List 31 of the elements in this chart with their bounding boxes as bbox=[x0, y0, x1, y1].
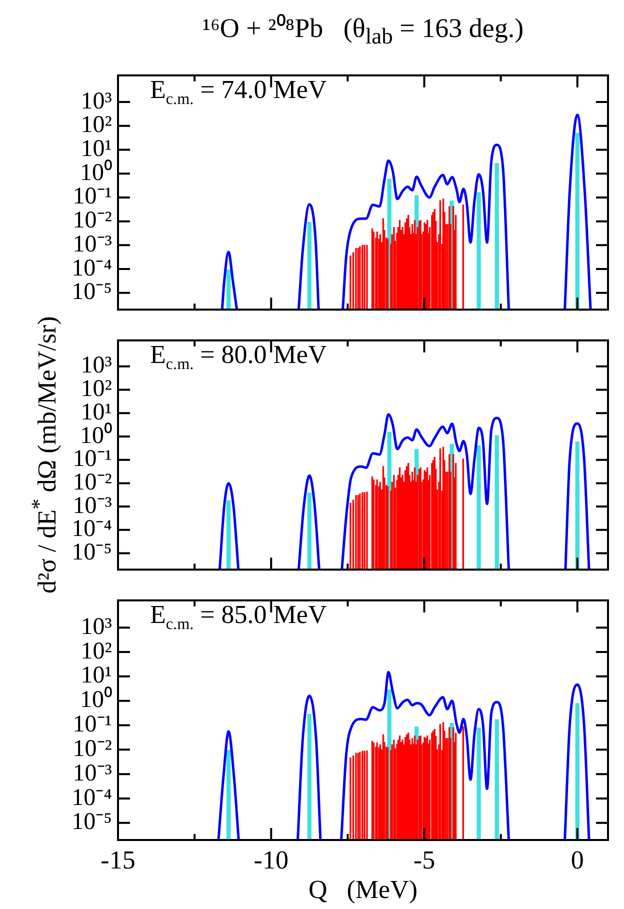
y-tick-label: 10³ bbox=[80, 88, 112, 114]
chart-title: ¹⁶O + ²⁰⁸Pb (θ$_{lab}$ = 163 deg.) bbox=[201, 12, 525, 50]
y-tick-label: 10⁻² bbox=[72, 208, 112, 234]
x-tick-label: -10 bbox=[254, 845, 288, 874]
y-tick-label: 10⁻⁵ bbox=[72, 540, 112, 566]
y-tick-label: 10⁻² bbox=[72, 736, 112, 762]
y-tick-label: 10⁻⁵ bbox=[72, 809, 112, 836]
y-tick-label: 10² bbox=[80, 376, 112, 402]
x-tick-label: -15 bbox=[100, 845, 136, 874]
annotation: E$_{c.m.}$ = 80.0 MeV bbox=[150, 340, 327, 376]
y-tick-label: 10⁻⁴ bbox=[72, 255, 112, 282]
y-tick-label: 10³ bbox=[80, 352, 112, 379]
x-tick-label: 0 bbox=[570, 845, 584, 874]
y-tick-label: 10⁻³ bbox=[72, 760, 112, 786]
y-tick-label: 10⁻¹ bbox=[72, 446, 112, 472]
y-tick-label: 10³ bbox=[80, 614, 112, 640]
annotation: E$_{c.m.}$ = 85.0 MeV bbox=[150, 600, 327, 636]
x-axis-title: Q (MeV) bbox=[308, 875, 418, 904]
annotation: E$_{c.m.}$ = 74.0 MeV bbox=[150, 75, 327, 110]
y-tick-label: 10⁻¹ bbox=[72, 184, 112, 210]
y-tick-label: 10² bbox=[80, 112, 112, 138]
y-tick-label: 10⁰ bbox=[80, 686, 112, 714]
y-tick-label: 10⁻² bbox=[72, 470, 112, 496]
y-tick-label: 10⁻³ bbox=[72, 492, 112, 519]
y-tick-label: 10² bbox=[80, 638, 112, 664]
y-tick-label: 10⁻⁵ bbox=[72, 279, 112, 306]
y-tick-label: 10⁻¹ bbox=[72, 712, 112, 738]
x-tick-label: -5 bbox=[413, 845, 436, 874]
y-tick-label: 10⁻⁴ bbox=[72, 516, 112, 542]
y-tick-label: 10⁻³ bbox=[72, 231, 112, 258]
y-tick-label: 10⁻⁴ bbox=[72, 784, 112, 811]
